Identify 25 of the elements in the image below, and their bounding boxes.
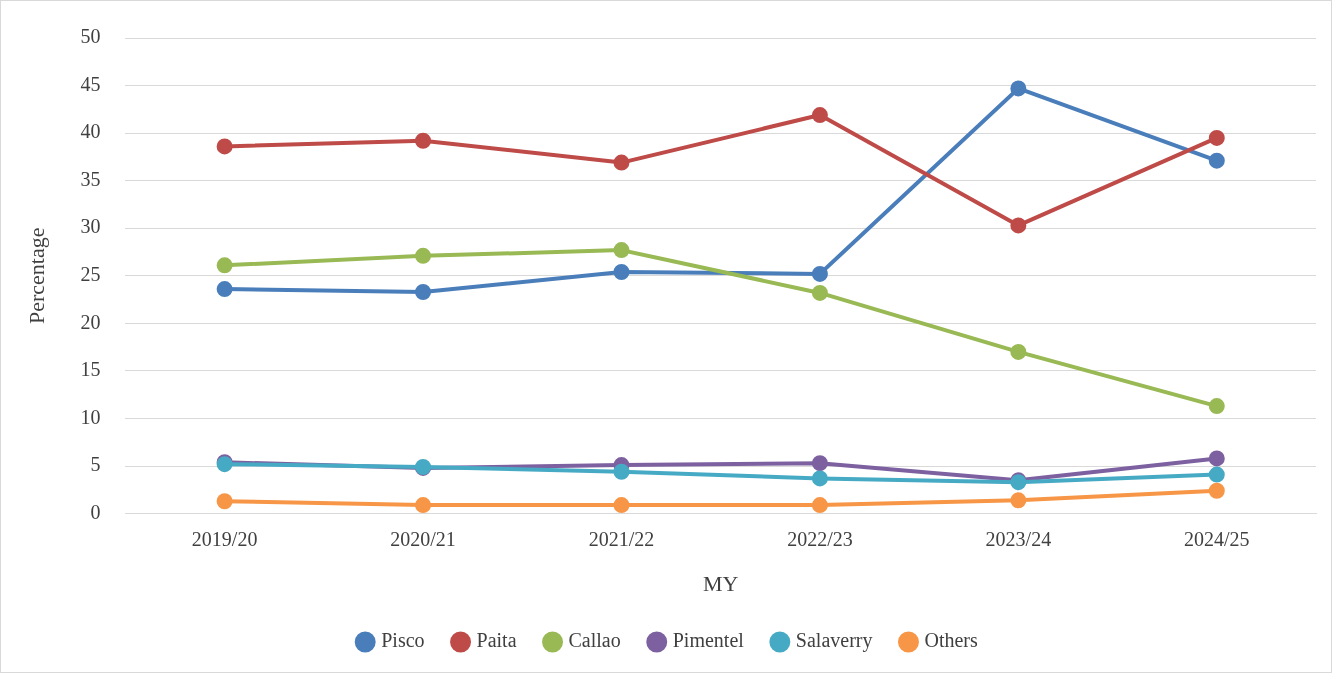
legend-label: Paita <box>476 629 517 652</box>
x-tick-label: 2024/25 <box>1184 527 1250 550</box>
y-tick-label: 20 <box>80 310 101 333</box>
legend-label: Others <box>924 629 979 652</box>
y-tick-label: 5 <box>90 453 101 476</box>
legend-label: Pimentel <box>672 629 745 652</box>
y-tick-label: 15 <box>80 358 101 381</box>
y-tick-label: 50 <box>80 25 101 48</box>
x-tick-label: 2021/22 <box>588 527 655 550</box>
y-tick-label: 45 <box>80 72 101 95</box>
x-tick-label: 2022/23 <box>787 527 853 550</box>
x-tick-label: 2020/21 <box>390 527 456 550</box>
x-axis-title: MY <box>702 570 739 596</box>
y-tick-label: 35 <box>80 167 101 190</box>
y-axis-title: Percentage <box>23 227 49 325</box>
y-tick-label: 30 <box>80 215 101 238</box>
legend-label: Callao <box>568 629 621 652</box>
legend-label: Salaverry <box>795 629 873 653</box>
x-tick-label: 2019/20 <box>191 527 258 550</box>
legend-label: Pisco <box>381 629 425 652</box>
y-tick-label: 40 <box>80 120 101 143</box>
y-tick-label: 10 <box>80 405 101 428</box>
y-tick-label: 25 <box>80 263 101 286</box>
y-tick-label: 0 <box>90 500 101 523</box>
x-tick-label: 2023/24 <box>985 527 1052 550</box>
